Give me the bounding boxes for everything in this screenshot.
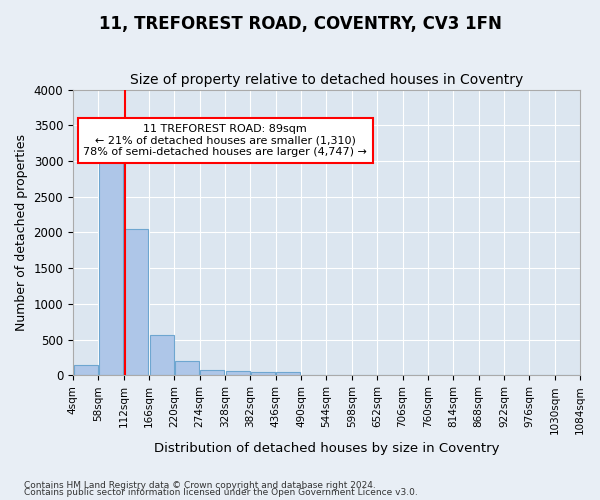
Bar bbox=[277, 372, 301, 376]
Text: Contains HM Land Registry data © Crown copyright and database right 2024.: Contains HM Land Registry data © Crown c… bbox=[24, 480, 376, 490]
Bar bbox=[226, 372, 250, 376]
Text: Contains public sector information licensed under the Open Government Licence v3: Contains public sector information licen… bbox=[24, 488, 418, 497]
Bar bbox=[74, 364, 98, 376]
Bar bbox=[99, 158, 123, 376]
X-axis label: Distribution of detached houses by size in Coventry: Distribution of detached houses by size … bbox=[154, 442, 499, 455]
Text: 11 TREFOREST ROAD: 89sqm
← 21% of detached houses are smaller (1,310)
78% of sem: 11 TREFOREST ROAD: 89sqm ← 21% of detach… bbox=[83, 124, 367, 157]
Bar bbox=[200, 370, 224, 376]
Y-axis label: Number of detached properties: Number of detached properties bbox=[15, 134, 28, 331]
Bar bbox=[251, 372, 275, 376]
Bar bbox=[149, 336, 173, 376]
Bar bbox=[124, 229, 148, 376]
Bar bbox=[175, 361, 199, 376]
Title: Size of property relative to detached houses in Coventry: Size of property relative to detached ho… bbox=[130, 73, 523, 87]
Text: 11, TREFOREST ROAD, COVENTRY, CV3 1FN: 11, TREFOREST ROAD, COVENTRY, CV3 1FN bbox=[98, 15, 502, 33]
